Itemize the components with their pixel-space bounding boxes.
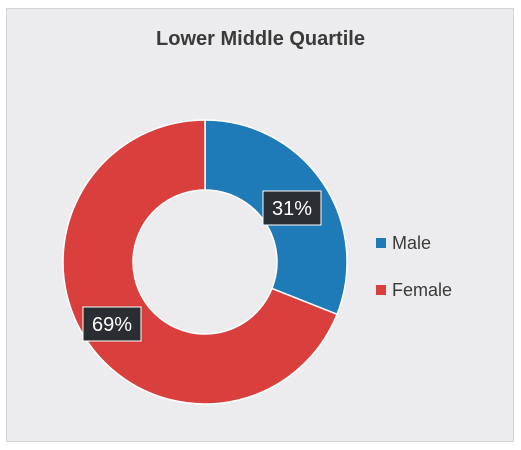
legend-label: Male xyxy=(392,233,431,253)
legend-swatch xyxy=(376,238,386,248)
legend-item-female: Female xyxy=(376,280,452,300)
svg-text:69%: 69% xyxy=(92,314,132,336)
legend-item-male: Male xyxy=(376,233,431,253)
legend-swatch xyxy=(376,285,386,295)
legend-label: Female xyxy=(392,280,452,300)
data-label-female: 69% xyxy=(82,306,142,342)
chart-title: Lower Middle Quartile xyxy=(156,28,365,50)
svg-text:31%: 31% xyxy=(272,198,312,220)
data-label-male: 31% xyxy=(262,190,322,226)
